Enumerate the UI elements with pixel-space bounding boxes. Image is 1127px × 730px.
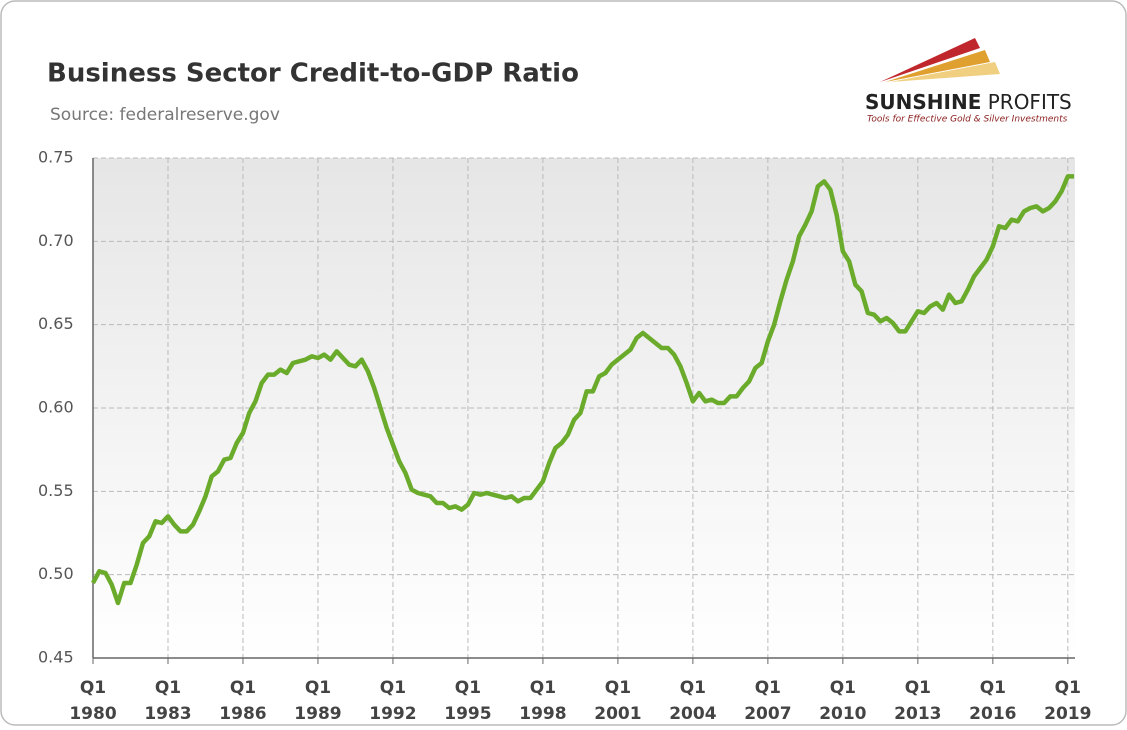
- x-tick-label: Q1 2010: [819, 678, 866, 724]
- x-tick-label-line: 1986: [219, 704, 266, 724]
- x-tick-label-line: Q1: [80, 678, 106, 698]
- y-tick-label: 0.60: [38, 398, 74, 417]
- x-tick-label: Q1 2016: [969, 678, 1016, 724]
- x-tick-label: Q1 2001: [594, 678, 641, 724]
- x-tick-label: Q1 1986: [219, 678, 266, 724]
- x-tick-label-line: Q1: [230, 678, 256, 698]
- x-tick-label-line: Q1: [755, 678, 781, 698]
- x-tick-label-line: 1989: [294, 704, 341, 724]
- logo-brand-rest: PROFITS: [988, 90, 1072, 114]
- x-tick-label-line: 1980: [69, 704, 116, 724]
- x-tick-label-line: Q1: [455, 678, 481, 698]
- logo-ray: [880, 38, 980, 82]
- logo-ray: [890, 62, 1000, 82]
- y-tick-label: 0.75: [38, 148, 74, 167]
- x-tick-label-line: 2010: [819, 704, 866, 724]
- x-tick-label: Q1 2013: [894, 678, 941, 724]
- x-tick-label-line: Q1: [980, 678, 1006, 698]
- x-tick-label-line: Q1: [830, 678, 856, 698]
- x-tick-label-line: 1998: [519, 704, 566, 724]
- x-tick-label-line: Q1: [605, 678, 631, 698]
- x-tick-label-line: 1992: [369, 704, 416, 724]
- logo-tagline: Tools for Effective Gold & Silver Invest…: [867, 115, 1068, 125]
- x-tick-label-line: Q1: [680, 678, 706, 698]
- x-tick-label-line: Q1: [155, 678, 181, 698]
- x-tick-label-line: Q1: [1055, 678, 1081, 698]
- chart-subtitle: Source: federalreserve.gov: [50, 105, 280, 125]
- x-tick-label-line: 2001: [594, 704, 641, 724]
- x-tick-label-line: 2007: [744, 704, 791, 724]
- logo-ray: [885, 50, 990, 82]
- x-tick-label-line: 2013: [894, 704, 941, 724]
- x-tick-label-line: Q1: [905, 678, 931, 698]
- y-tick-label: 0.45: [38, 648, 74, 667]
- x-tick-label-line: 2019: [1044, 704, 1091, 724]
- x-tick-label: Q1 1983: [144, 678, 191, 724]
- y-tick-label: 0.65: [38, 314, 74, 333]
- logo: SUNSHINE PROFITS Tools for Effective Gol…: [865, 38, 1072, 125]
- chart-title: Business Sector Credit-to-GDP Ratio: [47, 59, 579, 89]
- x-tick-label: Q1 1995: [444, 678, 491, 724]
- x-tick-label: Q1 2004: [669, 678, 716, 724]
- x-tick-label-line: 1995: [444, 704, 491, 724]
- logo-brand-bold: SUNSHINE: [865, 90, 981, 114]
- x-tick-label-line: 1983: [144, 704, 191, 724]
- x-tick-label: Q1 2007: [744, 678, 791, 724]
- y-tick-label: 0.70: [38, 231, 74, 250]
- x-tick-label-line: 2004: [669, 704, 716, 724]
- x-tick-label-line: 2016: [969, 704, 1016, 724]
- x-tick-label-line: Q1: [305, 678, 331, 698]
- data-line: [91, 174, 1075, 606]
- y-tick-label: 0.50: [38, 564, 74, 583]
- x-tick-label: Q1 1992: [369, 678, 416, 724]
- x-tick-label: Q1 1980: [69, 678, 116, 724]
- x-tick-label-line: Q1: [380, 678, 406, 698]
- y-tick-label: 0.55: [38, 481, 74, 500]
- x-tick-label: Q1 1998: [519, 678, 566, 724]
- x-tick-label: Q1 2019: [1044, 678, 1091, 724]
- x-tick-label: Q1 1989: [294, 678, 341, 724]
- logo-brand: SUNSHINE PROFITS: [865, 90, 1072, 114]
- x-tick-label-line: Q1: [530, 678, 556, 698]
